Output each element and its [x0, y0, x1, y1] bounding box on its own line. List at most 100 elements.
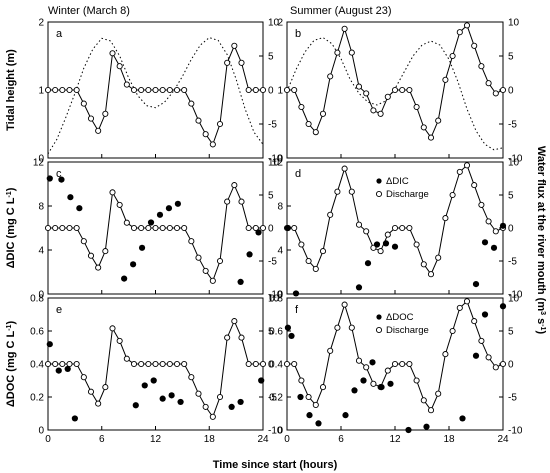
discharge-point [427, 271, 435, 278]
discharge-point [355, 83, 363, 90]
concentration-point [71, 415, 78, 422]
discharge-point [413, 103, 420, 111]
discharge-point [319, 110, 327, 117]
concentration-point [174, 200, 181, 207]
discharge-point [52, 86, 59, 94]
discharge-point [406, 86, 413, 94]
y-tick-label: 2 [277, 18, 283, 29]
discharge-point [195, 117, 202, 124]
x-tick-label: 18 [443, 434, 455, 445]
discharge-point [66, 360, 73, 368]
discharge-point [224, 334, 231, 341]
discharge-point [492, 90, 499, 97]
discharge-point [463, 162, 471, 169]
concentration-point [342, 412, 349, 419]
discharge-point [456, 304, 463, 311]
y-tick-label: 1 [38, 86, 44, 97]
concentration-point [237, 278, 244, 285]
discharge-point [499, 360, 507, 368]
discharge-point [195, 390, 202, 397]
discharge-point [109, 50, 116, 57]
concentration-point [46, 175, 53, 182]
discharge-point [319, 384, 327, 391]
y-tick-label: 0.2 [30, 393, 44, 404]
discharge-point [334, 49, 341, 56]
discharge-point [188, 100, 195, 107]
concentration-point [255, 229, 262, 236]
discharge-point [59, 360, 66, 368]
concentration-point [141, 382, 148, 389]
discharge-point [370, 107, 377, 114]
column-title-summer: Summer (August 23) [290, 5, 391, 17]
discharge-point [355, 221, 363, 228]
discharge-point [80, 238, 87, 245]
discharge-point [449, 52, 456, 60]
concentration-point [481, 239, 489, 246]
y2-tick-label: 0 [508, 224, 514, 235]
discharge-point [252, 224, 259, 232]
concentration-point [315, 420, 322, 427]
discharge-point [209, 413, 216, 420]
discharge-point [95, 400, 102, 407]
discharge-point [341, 301, 348, 308]
discharge-point [449, 327, 456, 335]
discharge-point [492, 228, 499, 235]
y-tick-label: 0.6 [30, 327, 44, 338]
concentration-point [292, 290, 300, 297]
discharge-point [492, 364, 499, 371]
discharge-point [420, 397, 427, 404]
x-tick-label: 0 [45, 434, 51, 445]
discharge-point [327, 73, 334, 80]
y-tick-label: 0 [38, 290, 44, 301]
concentration-point [237, 398, 244, 406]
concentration-point [228, 403, 235, 410]
discharge-point [44, 224, 52, 232]
discharge-point [152, 360, 159, 368]
y2-tick-label: -10 [268, 290, 283, 301]
discharge-point [305, 120, 312, 128]
discharge-line [48, 44, 263, 146]
concentration-point [58, 176, 65, 183]
discharge-point [341, 25, 348, 32]
legend-marker-open [375, 326, 383, 334]
y-tick-label: 0 [277, 290, 283, 301]
x-tick-label: 12 [389, 434, 401, 445]
discharge-point [145, 360, 152, 368]
discharge-point [435, 254, 442, 261]
discharge-point [238, 334, 245, 341]
y2-tick-label: -10 [508, 290, 523, 301]
y-tick-label: 0 [38, 154, 44, 165]
discharge-point [312, 401, 319, 408]
discharge-point [305, 257, 312, 265]
discharge-point [166, 360, 173, 368]
concentration-point [258, 377, 265, 384]
discharge-point [259, 224, 267, 232]
concentration-point [373, 241, 381, 248]
y2-tick-label: 10 [508, 18, 520, 29]
y-axis-label: ΔDOC (mg C L-1) [5, 321, 17, 408]
discharge-point [195, 254, 202, 261]
discharge-point [95, 127, 102, 134]
discharge-point [231, 182, 238, 189]
y2-tick-label: -5 [268, 393, 277, 404]
y2-tick-label: 10 [268, 158, 280, 169]
discharge-point [123, 355, 130, 362]
discharge-point [399, 360, 406, 368]
discharge-point [499, 86, 507, 94]
discharge-point [152, 86, 159, 94]
x-tick-label: 24 [497, 434, 509, 445]
y-tick-label: 0.4 [269, 360, 283, 371]
discharge-point [259, 86, 267, 94]
discharge-point [209, 141, 216, 148]
panel-letter: d [295, 168, 301, 180]
discharge-point [406, 360, 413, 368]
y-tick-label: 0.8 [269, 294, 283, 305]
concentration-point [121, 275, 128, 282]
concentration-point [405, 426, 412, 434]
discharge-point [130, 224, 138, 232]
discharge-point [377, 110, 384, 117]
discharge-line [287, 24, 504, 139]
discharge-point [224, 59, 231, 66]
discharge-point [123, 81, 130, 88]
